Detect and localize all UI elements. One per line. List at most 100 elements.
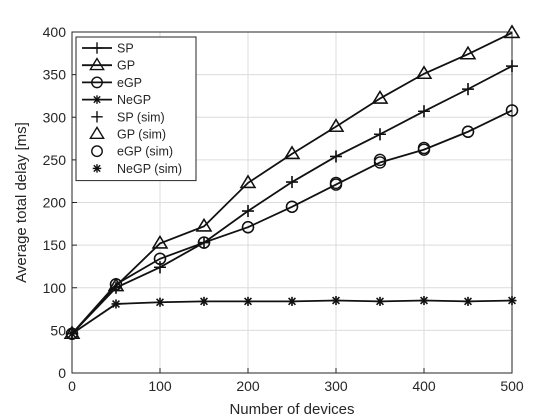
circle-shape bbox=[91, 76, 103, 89]
data-point bbox=[199, 296, 209, 306]
circle-shape bbox=[109, 278, 123, 291]
circle-marker bbox=[91, 76, 103, 89]
asterisk-stroke bbox=[93, 95, 101, 104]
series-egp-sim- bbox=[65, 104, 519, 340]
triangle-shape bbox=[283, 145, 301, 160]
data-point bbox=[111, 299, 121, 309]
circle-shape bbox=[373, 153, 387, 167]
legend-entry: GP bbox=[82, 57, 135, 73]
data-point bbox=[243, 296, 253, 306]
legend-label: NeGP bbox=[117, 93, 151, 107]
circle-shape bbox=[241, 221, 255, 234]
circle-shape bbox=[417, 141, 431, 155]
data-point bbox=[154, 261, 166, 274]
data-point bbox=[507, 296, 517, 306]
data-point bbox=[330, 150, 342, 163]
y-tick-label: 100 bbox=[43, 280, 67, 296]
legend: SP GP eGP NeGP SP (sim) GP (sim) eGP (sim) NeGP… bbox=[75, 36, 197, 182]
triangle-shape bbox=[195, 218, 213, 232]
data-point bbox=[461, 125, 475, 138]
x-tick-label: 100 bbox=[148, 378, 172, 394]
y-tick-label: 400 bbox=[43, 24, 67, 40]
data-point bbox=[155, 297, 165, 307]
legend-entry: eGP bbox=[82, 76, 142, 90]
triangle-shape bbox=[459, 45, 477, 60]
asterisk-marker bbox=[92, 95, 102, 104]
data-point bbox=[67, 329, 77, 339]
data-point bbox=[63, 325, 81, 340]
data-point bbox=[153, 252, 167, 265]
x-tick-label: 0 bbox=[68, 378, 76, 394]
triangle-marker bbox=[89, 57, 105, 71]
data-point bbox=[506, 60, 518, 73]
axis-ticks: 0 100 200 300 400 500 0 50 100 150 200 250 300 350 400 bbox=[43, 24, 524, 394]
circle-shape bbox=[329, 176, 343, 190]
asterisk-stroke bbox=[200, 297, 208, 306]
legend-label: GP bbox=[117, 59, 135, 73]
legend-entry: NeGP (sim) bbox=[92, 162, 182, 176]
data-point bbox=[373, 153, 387, 167]
asterisk-stroke bbox=[376, 297, 384, 306]
circle-shape bbox=[153, 252, 167, 265]
circle-marker bbox=[91, 145, 103, 158]
triangle-shape bbox=[151, 235, 169, 249]
legend-label: SP bbox=[117, 42, 134, 56]
legend-label: eGP (sim) bbox=[117, 145, 173, 159]
circle-shape bbox=[65, 327, 79, 340]
data-point bbox=[197, 236, 211, 249]
y-tick-label: 150 bbox=[43, 237, 67, 253]
triangle-shape bbox=[371, 90, 389, 104]
data-point bbox=[503, 24, 521, 39]
x-tick-label: 200 bbox=[236, 378, 260, 394]
legend-entry: GP (sim) bbox=[89, 125, 166, 142]
data-point bbox=[241, 221, 255, 234]
asterisk-stroke bbox=[68, 329, 76, 338]
x-tick-label: 300 bbox=[324, 378, 348, 394]
data-point bbox=[505, 104, 519, 117]
data-point bbox=[418, 105, 430, 118]
asterisk-stroke bbox=[93, 164, 101, 173]
data-point bbox=[327, 118, 345, 132]
data-point bbox=[195, 218, 213, 232]
x-axis-label: Number of devices bbox=[229, 401, 354, 418]
legend-label: GP (sim) bbox=[117, 128, 166, 142]
data-point bbox=[371, 90, 389, 104]
y-tick-label: 350 bbox=[43, 67, 67, 83]
plus-marker bbox=[91, 42, 103, 54]
data-point bbox=[462, 83, 474, 96]
y-axis-label: Average total delay [ms] bbox=[13, 122, 30, 283]
data-point bbox=[331, 296, 341, 306]
data-point bbox=[374, 128, 386, 141]
asterisk-marker bbox=[92, 164, 102, 173]
data-point bbox=[417, 141, 431, 155]
y-tick-label: 50 bbox=[50, 322, 66, 338]
series-gp-sim- bbox=[63, 24, 521, 340]
y-tick-label: 250 bbox=[43, 152, 67, 168]
triangle-shape bbox=[63, 325, 81, 340]
legend-entry: SP bbox=[82, 42, 134, 56]
plus-marker bbox=[91, 111, 103, 123]
asterisk-stroke bbox=[244, 297, 252, 306]
data-point bbox=[329, 176, 343, 190]
legend-label: eGP bbox=[117, 76, 142, 90]
triangle-shape bbox=[415, 65, 433, 80]
data-point bbox=[151, 235, 169, 249]
data-point bbox=[198, 236, 210, 249]
y-tick-label: 0 bbox=[58, 365, 66, 381]
circle-shape bbox=[461, 125, 475, 138]
data-point bbox=[285, 200, 299, 213]
data-point bbox=[107, 277, 125, 292]
circle-shape bbox=[285, 200, 299, 213]
data-point bbox=[109, 278, 123, 291]
data-point bbox=[65, 327, 79, 340]
asterisk-stroke bbox=[156, 298, 164, 307]
series-line bbox=[71, 32, 513, 335]
x-tick-label: 500 bbox=[500, 378, 524, 394]
data-point bbox=[286, 176, 298, 189]
asterisk-stroke bbox=[332, 296, 340, 305]
asterisk-stroke bbox=[464, 297, 472, 306]
circle-shape bbox=[197, 236, 211, 249]
triangle-shape bbox=[89, 125, 105, 140]
